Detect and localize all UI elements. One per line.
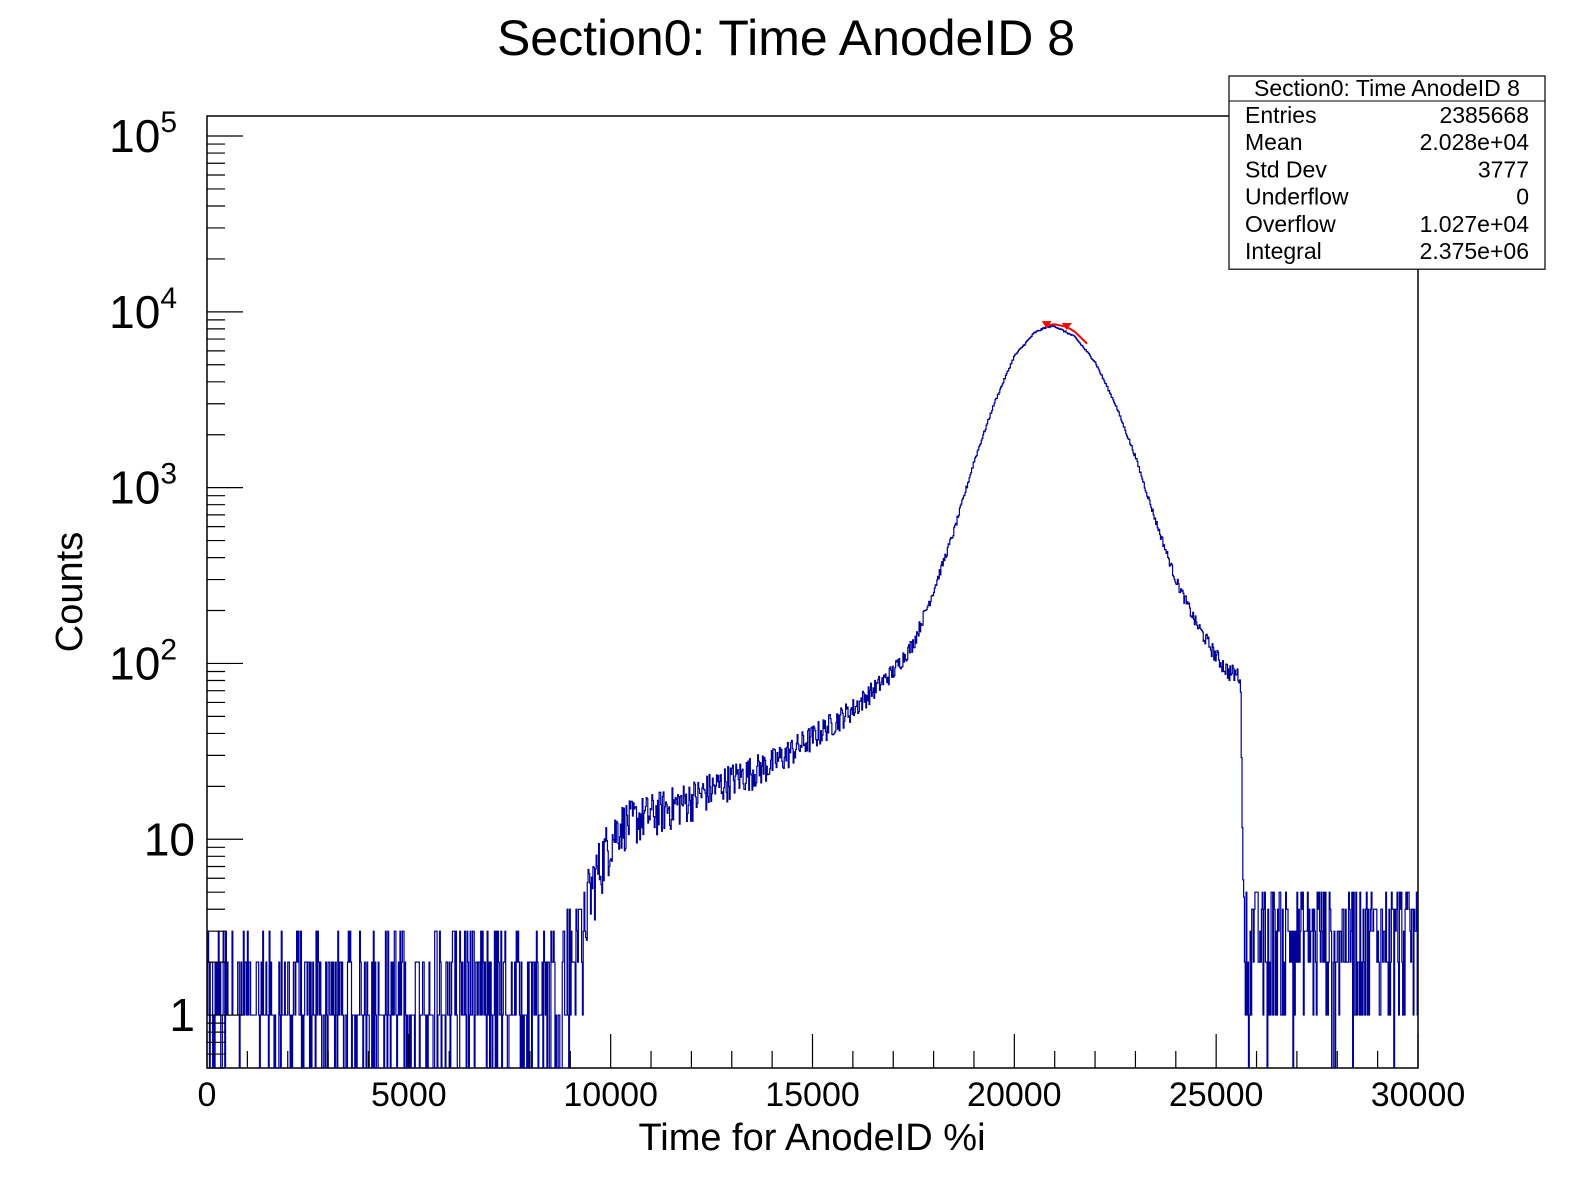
y-tick-label: 105 <box>109 106 177 162</box>
stats-row-label: Std Dev <box>1245 156 1327 182</box>
x-tick-label: 0 <box>198 1076 217 1114</box>
stats-row-value: 2.028e+04 <box>1420 129 1530 155</box>
y-tick-label: 103 <box>109 458 177 514</box>
stats-box-title: Section0: Time AnodeID 8 <box>1254 75 1520 101</box>
stats-row-label: Entries <box>1245 102 1317 128</box>
x-tick-label: 10000 <box>563 1076 658 1114</box>
x-axis-title: Time for AnodeID %i <box>638 1117 985 1159</box>
chart-title: Section0: Time AnodeID 8 <box>497 10 1075 66</box>
fit-marker <box>1061 322 1072 330</box>
stats-row-value: 2.375e+06 <box>1420 238 1529 264</box>
y-tick-label: 104 <box>109 282 177 338</box>
x-axis: 0 5000 10000 15000 20000 25000 30000 <box>198 1034 1466 1114</box>
stats-row-value: 3777 <box>1478 156 1529 182</box>
x-tick-label: 25000 <box>1169 1076 1264 1114</box>
stats-row-value: 1.027e+04 <box>1420 211 1530 237</box>
stats-row-value: 0 <box>1516 184 1529 210</box>
x-tick-label: 30000 <box>1371 1076 1466 1114</box>
y-axis: 1 10 102 103 104 105 <box>109 106 243 1069</box>
y-tick-label: 102 <box>109 633 177 689</box>
stats-row-label: Mean <box>1245 129 1303 155</box>
fit-marker <box>1041 321 1052 329</box>
y-tick-label: 1 <box>169 989 195 1041</box>
stats-row-label: Integral <box>1245 238 1322 264</box>
y-tick-label: 10 <box>144 813 195 865</box>
y-axis-title: Counts <box>49 532 91 652</box>
stats-row-label: Overflow <box>1245 211 1336 237</box>
x-tick-label: 20000 <box>967 1076 1062 1114</box>
histogram-series <box>207 325 1418 1069</box>
stats-row-value: 2385668 <box>1439 102 1529 128</box>
stats-row-label: Underflow <box>1245 184 1349 210</box>
x-tick-label: 5000 <box>371 1076 447 1114</box>
plot-data <box>207 321 1418 1069</box>
stats-box-frame <box>1228 75 1546 270</box>
x-tick-label: 15000 <box>765 1076 860 1114</box>
